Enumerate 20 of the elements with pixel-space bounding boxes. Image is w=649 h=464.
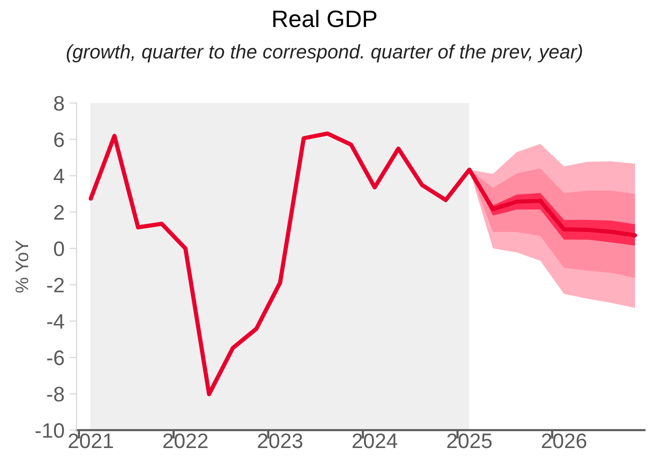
x-tick-label: 2022 (163, 433, 208, 448)
line-series (88, 131, 638, 396)
x-tick-label: 2024 (352, 433, 398, 448)
y-tick-label: -10 (36, 423, 64, 438)
chart-title: Real GDP (273, 10, 376, 28)
y-axis-title: % YoY (16, 240, 28, 293)
y-tick-label: 6 (54, 132, 64, 148)
y-tick-label: 2 (54, 205, 64, 220)
y-tick-label: -2 (47, 278, 64, 292)
y-tick-label: -6 (47, 350, 64, 366)
y-tick-label: -8 (47, 386, 64, 402)
y-tick-label: 4 (54, 168, 64, 184)
y-tick-label: 0 (54, 241, 64, 256)
y-tick-label: -4 (47, 314, 64, 329)
y-tick-label: 8 (54, 96, 64, 111)
x-tick-label: 2023 (258, 433, 302, 448)
x-tick-label: 2026 (542, 433, 586, 448)
x-tick-label: 2021 (68, 433, 113, 448)
chart-subtitle: (growth, quarter to the correspond. quarter of the prev, year) (66, 44, 582, 62)
x-tick-label: 2025 (447, 433, 492, 448)
